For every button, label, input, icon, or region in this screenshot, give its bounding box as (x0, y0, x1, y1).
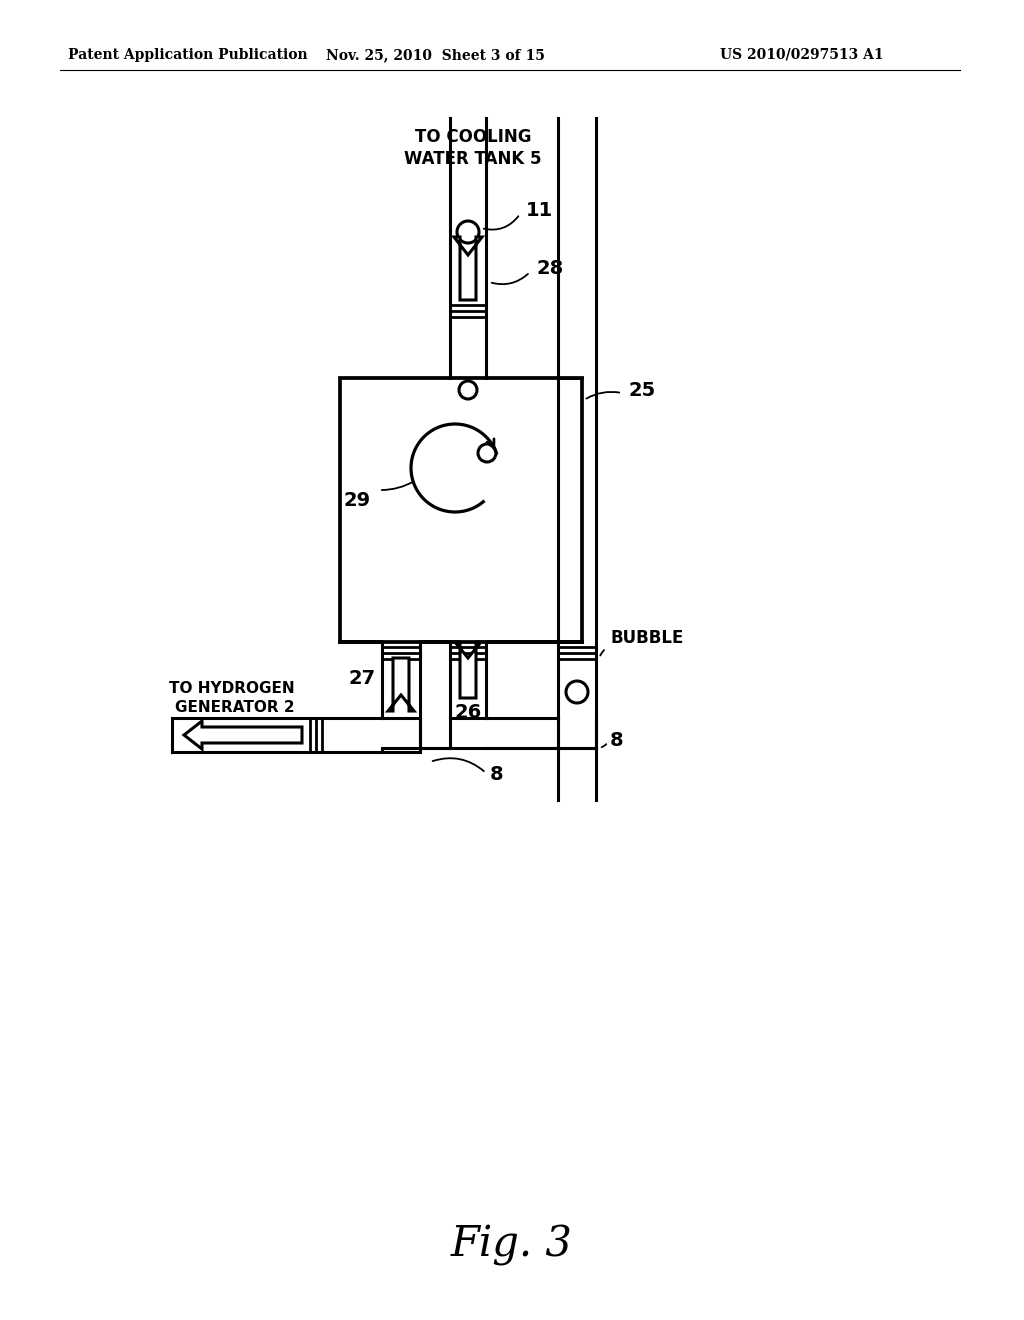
Bar (340, 378, 582, 642)
Text: TO HYDROGEN
GENERATOR 2: TO HYDROGEN GENERATOR 2 (169, 681, 295, 715)
Text: 27: 27 (349, 668, 376, 688)
Text: Nov. 25, 2010  Sheet 3 of 15: Nov. 25, 2010 Sheet 3 of 15 (326, 48, 545, 62)
Text: BUBBLE: BUBBLE (610, 630, 683, 647)
Text: Patent Application Publication: Patent Application Publication (68, 48, 307, 62)
Text: 26: 26 (455, 704, 481, 722)
Text: 25: 25 (628, 380, 655, 400)
Polygon shape (454, 238, 482, 300)
Polygon shape (184, 721, 302, 748)
Polygon shape (455, 642, 481, 698)
Text: 28: 28 (536, 259, 563, 277)
Text: 11: 11 (526, 201, 553, 219)
Polygon shape (388, 657, 414, 711)
Text: TO COOLING
WATER TANK 5: TO COOLING WATER TANK 5 (404, 128, 542, 168)
Text: 29: 29 (344, 491, 371, 510)
Text: Fig. 3: Fig. 3 (451, 1224, 573, 1266)
Text: 8: 8 (490, 766, 504, 784)
Text: 8: 8 (610, 730, 624, 750)
Text: US 2010/0297513 A1: US 2010/0297513 A1 (720, 48, 884, 62)
